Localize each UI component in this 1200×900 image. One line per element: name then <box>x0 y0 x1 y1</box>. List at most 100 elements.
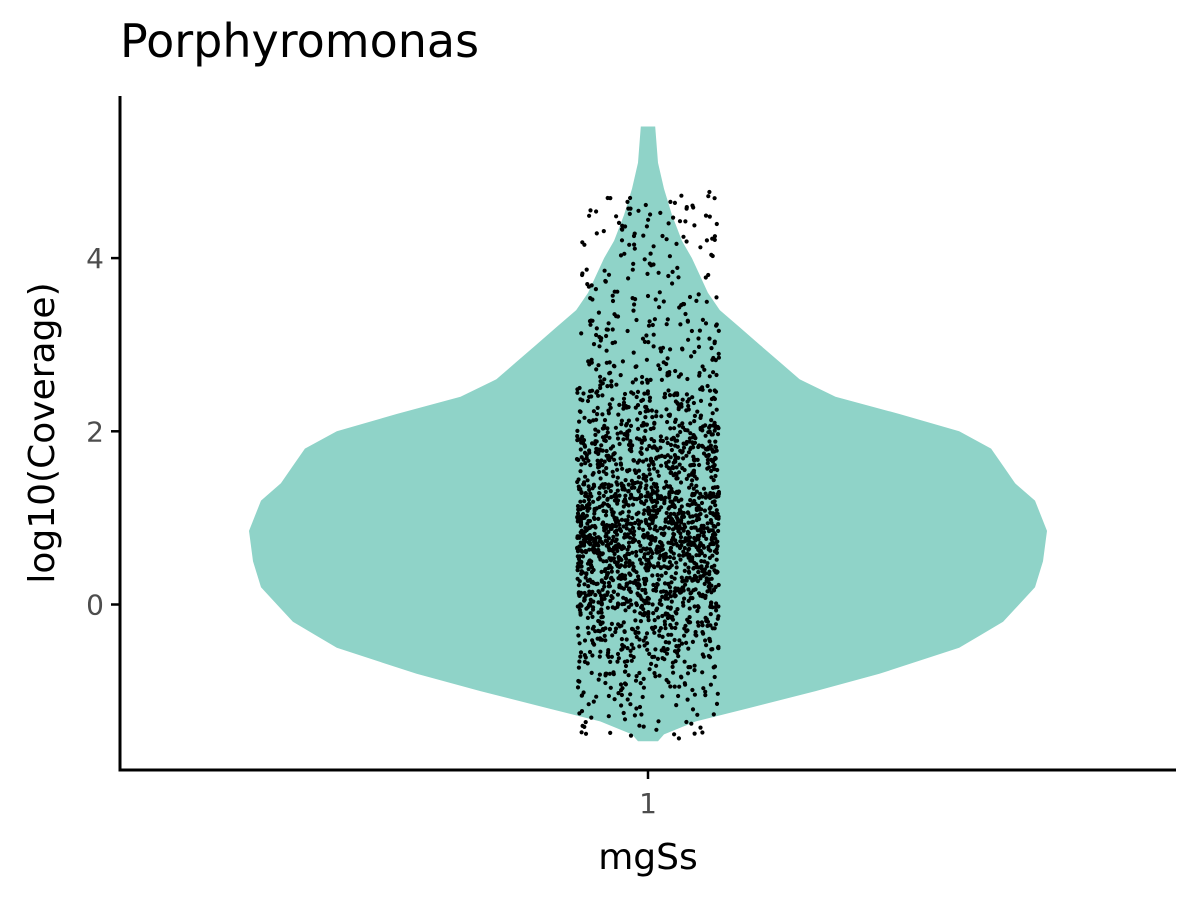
data-point <box>591 567 596 573</box>
data-point <box>587 525 592 530</box>
labels-layer: mgSs log10(Coverage) <box>22 282 698 878</box>
data-point <box>620 359 626 364</box>
data-point <box>640 694 645 700</box>
data-point <box>629 485 634 490</box>
data-point <box>623 663 629 669</box>
data-point <box>663 495 668 500</box>
data-point <box>617 585 622 590</box>
data-point <box>626 418 632 423</box>
data-point <box>705 461 710 466</box>
data-point <box>586 359 591 364</box>
data-point <box>672 684 677 689</box>
data-point <box>636 539 642 545</box>
data-point <box>604 471 609 477</box>
data-point <box>710 511 716 516</box>
data-point <box>689 525 694 531</box>
data-point <box>684 205 689 210</box>
data-point <box>650 654 655 660</box>
data-point <box>633 538 638 543</box>
data-point <box>653 484 658 489</box>
data-point <box>689 520 694 525</box>
data-point <box>609 594 614 599</box>
data-point <box>649 408 655 413</box>
data-point <box>686 555 691 560</box>
data-point <box>666 514 671 519</box>
data-point <box>685 318 690 323</box>
data-point <box>632 713 638 718</box>
data-point <box>704 238 710 243</box>
data-point <box>575 685 581 690</box>
data-point <box>645 293 651 299</box>
data-point <box>639 500 644 505</box>
data-point <box>683 682 688 687</box>
data-point <box>587 518 593 524</box>
data-point <box>694 553 699 558</box>
data-point <box>638 410 643 416</box>
data-point <box>670 269 675 274</box>
data-point <box>645 612 651 617</box>
data-point <box>679 587 684 592</box>
data-point <box>575 504 581 509</box>
data-point <box>597 536 603 541</box>
data-point <box>623 432 628 437</box>
data-point <box>691 565 697 570</box>
data-point <box>635 417 640 422</box>
data-point <box>628 206 633 211</box>
data-point <box>686 598 691 604</box>
data-point <box>669 580 674 585</box>
data-point <box>680 512 685 517</box>
data-point <box>617 624 622 629</box>
data-point <box>616 691 621 696</box>
data-point <box>606 456 611 461</box>
data-point <box>708 623 713 628</box>
data-point <box>604 348 609 353</box>
data-point <box>667 254 673 259</box>
data-point <box>626 276 631 281</box>
data-point <box>704 514 709 519</box>
data-point <box>692 692 698 697</box>
data-point <box>615 289 620 294</box>
data-point <box>698 491 703 496</box>
data-point <box>586 584 591 589</box>
data-point <box>702 367 707 372</box>
data-point <box>694 506 699 511</box>
data-point <box>681 234 686 239</box>
data-point <box>670 660 676 665</box>
data-point <box>595 458 600 463</box>
data-point <box>642 339 648 344</box>
data-point <box>617 402 622 407</box>
data-point <box>614 532 620 537</box>
data-point <box>666 273 671 279</box>
data-point <box>604 433 609 439</box>
data-point <box>626 509 632 514</box>
data-point <box>633 630 638 636</box>
data-point <box>668 470 673 475</box>
data-point <box>706 452 711 458</box>
data-point <box>667 555 673 560</box>
data-point <box>658 434 664 439</box>
data-point <box>684 453 689 458</box>
data-point <box>643 415 648 420</box>
data-point <box>581 533 587 538</box>
data-point <box>604 333 609 339</box>
data-point <box>707 189 712 195</box>
data-point <box>630 515 635 521</box>
data-point <box>641 535 647 540</box>
data-point <box>615 569 620 574</box>
data-point <box>712 499 717 504</box>
data-point <box>690 395 695 400</box>
data-point <box>681 553 686 558</box>
data-point <box>672 732 677 737</box>
data-point <box>681 549 686 554</box>
data-point <box>710 236 715 241</box>
data-point <box>692 668 697 673</box>
data-point <box>610 327 615 332</box>
data-point <box>701 573 706 578</box>
data-point <box>612 697 617 702</box>
data-point <box>628 195 633 201</box>
data-point <box>709 468 714 474</box>
data-point <box>690 578 695 583</box>
data-point <box>650 415 655 420</box>
data-point <box>669 540 674 546</box>
data-point <box>578 447 583 452</box>
